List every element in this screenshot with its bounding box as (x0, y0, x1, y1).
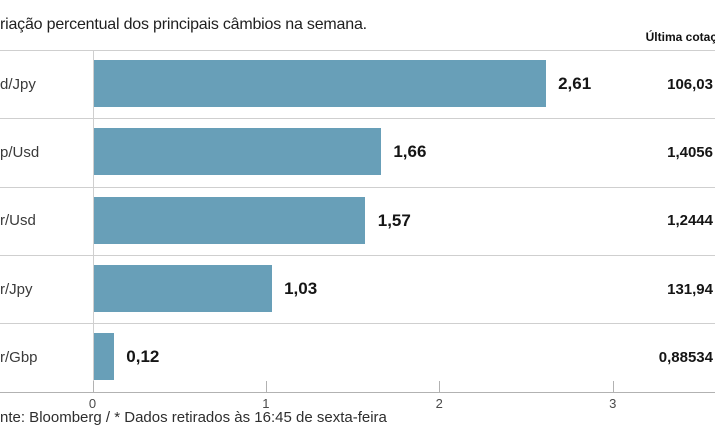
last-quote-value: 106,03 (667, 75, 713, 93)
value-bar (93, 196, 366, 244)
row-divider (0, 118, 715, 120)
row-divider (0, 254, 715, 256)
category-label: d/Jpy (0, 75, 36, 93)
last-quote-column-header: Última cotaç (645, 30, 715, 44)
x-axis-tick-label: 0 (88, 395, 97, 411)
bar-value-label: 1,03 (284, 279, 318, 299)
category-label: r/Jpy (0, 280, 33, 298)
bar-value-label: 2,61 (558, 74, 592, 94)
row-divider (0, 323, 715, 325)
bar-value-label: 1,66 (393, 142, 427, 162)
chart-title: riação percentual dos principais câmbios… (0, 16, 367, 33)
x-axis-line (0, 391, 715, 393)
category-label: p/Usd (0, 143, 40, 161)
value-bar (93, 60, 546, 107)
value-bar (93, 333, 114, 381)
last-quote-value: 131,94 (667, 280, 713, 298)
bar-value-label: 0,12 (126, 347, 160, 367)
row-divider (0, 186, 715, 188)
header-divider (0, 50, 715, 51)
value-bar (93, 128, 381, 176)
source-note: nte: Bloomberg / * Dados retirados às 16… (0, 409, 387, 426)
x-axis-tick (439, 380, 441, 392)
category-label: r/Usd (0, 212, 36, 230)
value-bar (93, 264, 272, 312)
x-axis-tick-label: 2 (435, 395, 443, 411)
zero-baseline (92, 50, 94, 392)
bar-value-label: 1,57 (377, 210, 411, 230)
x-axis-tick (92, 380, 94, 392)
x-axis-tick-label: 1 (262, 395, 270, 411)
x-axis-tick (612, 380, 614, 392)
x-axis-tick-label: 3 (609, 395, 617, 411)
x-axis-tick (265, 380, 267, 392)
category-label: r/Gbp (0, 348, 38, 366)
last-quote-value: 1,4056 (667, 143, 713, 161)
last-quote-value: 0,88534 (658, 348, 713, 366)
last-quote-value: 1,2444 (667, 212, 713, 230)
